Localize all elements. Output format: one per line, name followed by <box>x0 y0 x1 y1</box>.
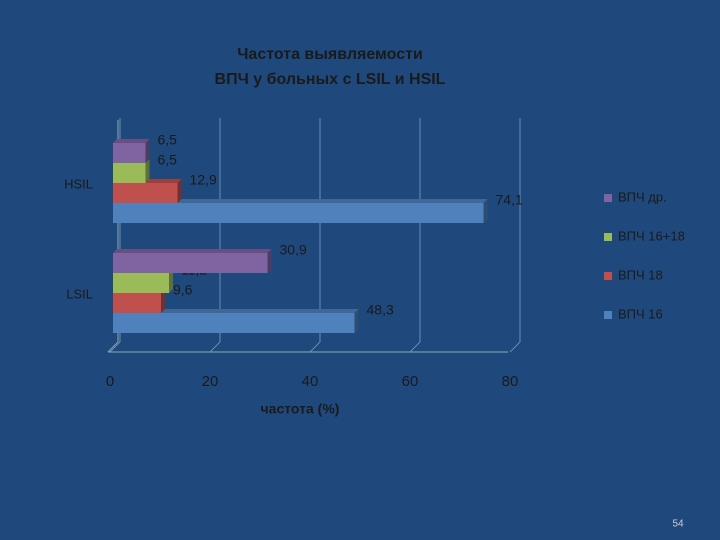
bar <box>113 293 161 313</box>
x-tick-label: 40 <box>302 373 319 390</box>
value-label: 12,9 <box>190 172 217 188</box>
bar <box>113 273 169 293</box>
value-label: 6,5 <box>158 132 178 148</box>
value-label: 30,9 <box>280 242 307 258</box>
grid-line <box>209 341 221 353</box>
bar <box>113 203 484 223</box>
bar-top <box>113 199 488 203</box>
bar-side <box>145 159 150 183</box>
x-axis-label: частота (%) <box>261 401 340 417</box>
legend-swatch <box>604 194 612 202</box>
bar-side <box>161 289 165 313</box>
value-label: 48,3 <box>367 302 394 318</box>
bar <box>113 143 146 163</box>
bar-top <box>113 139 150 143</box>
value-label: 74,1 <box>496 192 523 208</box>
bar-side <box>483 199 488 223</box>
legend-label: ВПЧ 16+18 <box>618 228 685 243</box>
legend-label: ВПЧ 18 <box>618 267 663 282</box>
x-tick-label: 80 <box>502 373 519 390</box>
bar-top <box>113 249 272 253</box>
bar-top <box>113 309 359 313</box>
bar <box>113 183 178 203</box>
bar <box>113 163 146 183</box>
chart-title: ВПЧ у больных с LSIL и HSIL <box>215 71 446 88</box>
grid-line <box>109 341 121 353</box>
grid-line <box>409 341 421 353</box>
legend-swatch <box>604 272 612 280</box>
legend-label: ВПЧ др. <box>618 189 667 204</box>
bar <box>113 253 268 273</box>
x-tick-label: 20 <box>202 373 219 390</box>
legend-label: ВПЧ 16 <box>618 306 663 321</box>
grid-line <box>309 341 321 353</box>
legend-swatch <box>604 233 612 241</box>
bar-side <box>354 309 359 333</box>
bar <box>113 313 355 333</box>
bar-side <box>145 139 150 163</box>
axis-line <box>107 341 119 353</box>
value-label: 6,5 <box>158 152 178 168</box>
slide-number: 54 <box>672 519 684 530</box>
legend-swatch <box>604 311 612 319</box>
x-tick-label: 0 <box>106 373 114 390</box>
bar-side <box>267 249 272 273</box>
y-tick-label: LSIL <box>66 286 93 301</box>
bar-side <box>177 179 182 203</box>
y-tick-label: HSIL <box>64 176 93 191</box>
grid-line <box>509 341 521 353</box>
x-tick-label: 60 <box>402 373 419 390</box>
value-label: 9,6 <box>173 282 193 298</box>
chart-title: Частота выявляемости <box>237 46 423 63</box>
bar-side <box>169 269 173 293</box>
